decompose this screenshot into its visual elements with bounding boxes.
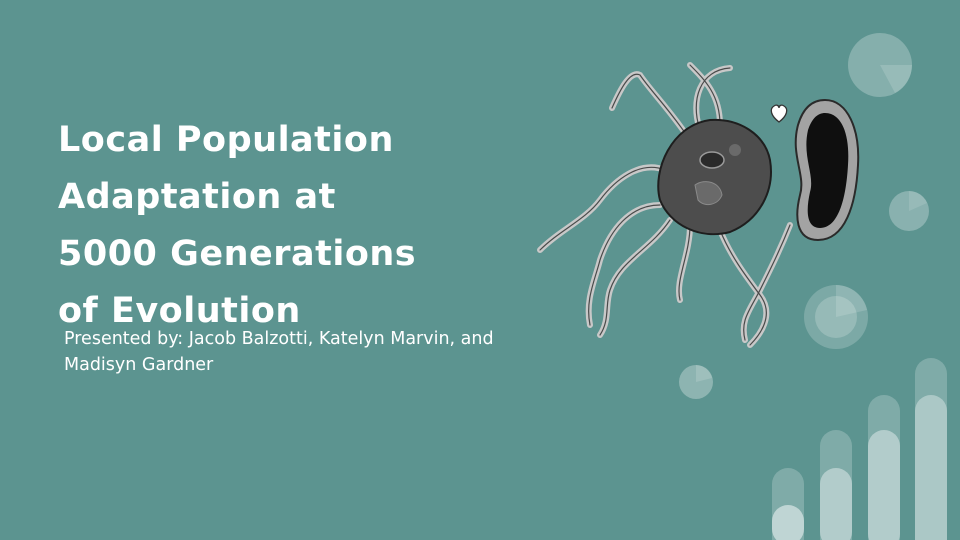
pie-chart-icon [848,33,912,97]
pie-chart-icon [889,191,929,231]
title-line: 5000 Generations [58,234,417,274]
title-line: Local Population [58,120,394,160]
title-line: of Evolution [58,291,301,331]
bar-chart-icon [772,358,947,540]
subtitle-line: Madisyn Gardner [64,355,214,375]
heart-icon [770,104,788,123]
slide-title: Local Population Adaptation at 5000 Gene… [58,112,498,340]
pie-chart-icon [679,365,713,399]
pie-chart-icon [804,285,868,349]
bacterium-illustration [537,62,860,348]
subtitle-line: Presented by: Jacob Balzotti, Katelyn Ma… [64,329,494,349]
presenters-subtitle: Presented by: Jacob Balzotti, Katelyn Ma… [64,326,564,378]
title-line: Adaptation at [58,177,336,217]
